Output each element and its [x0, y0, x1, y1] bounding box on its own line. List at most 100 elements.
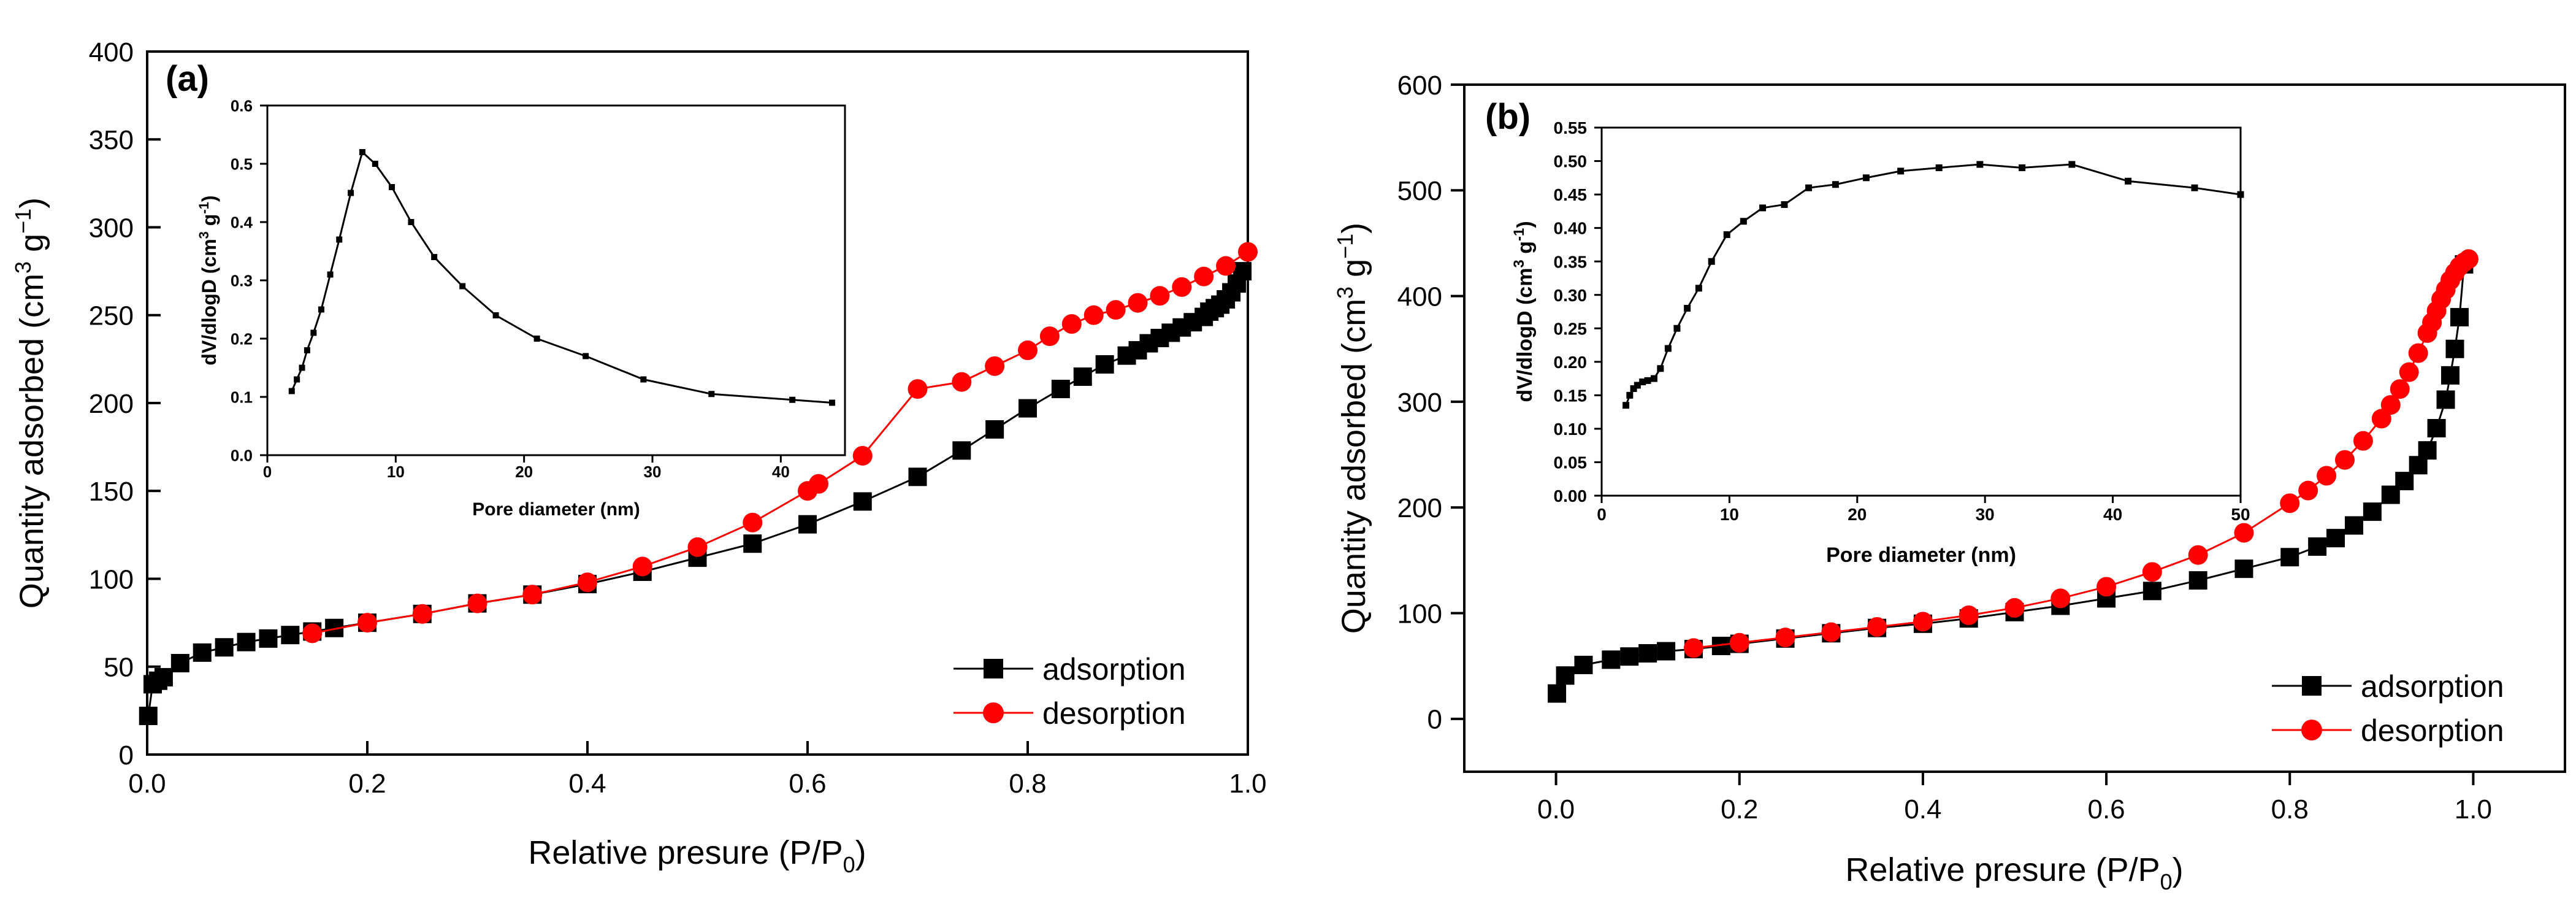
pore-distribution-point — [304, 347, 310, 353]
pore-distribution-point — [1805, 184, 1813, 191]
desorption-point — [908, 379, 928, 399]
desorption-point — [302, 623, 323, 644]
panel-b-legend: adsorption desorption — [2272, 669, 2504, 748]
panel-a-inset-series — [288, 149, 836, 406]
pore-distribution-point — [1673, 325, 1681, 332]
desorption-point — [2142, 562, 2162, 582]
panel-a-inset-frame — [266, 104, 846, 456]
panel-b-inset-y-tick-label: 0.35 — [1554, 252, 1588, 271]
pore-distribution-point — [1897, 167, 1905, 175]
desorption-point — [985, 356, 1005, 376]
desorption-point — [1238, 242, 1258, 262]
panel-a-y-tick-label: 350 — [89, 125, 134, 155]
adsorption-point — [2280, 548, 2299, 567]
adsorption-point — [170, 654, 189, 673]
desorption-point — [2096, 577, 2117, 597]
adsorption-point — [2234, 559, 2253, 578]
panel-b-y-tick-label: 500 — [1397, 176, 1442, 206]
panel-b-x-tick-label: 0.6 — [2087, 794, 2125, 824]
desorption-point — [1150, 286, 1170, 306]
pore-distribution-point — [299, 364, 305, 371]
panel-a-legend: adsorption desorption — [954, 652, 1186, 731]
panel-a-inset-y-tick-label: 0.6 — [231, 96, 253, 115]
panel-b-inset-y-tick-label: 0.50 — [1554, 152, 1588, 171]
desorption-point — [522, 585, 543, 605]
panel-a-inset-y-tick-label: 0.0 — [231, 446, 253, 464]
pore-distribution-point — [1723, 231, 1730, 239]
adsorption-point — [1638, 644, 1657, 663]
panel-b-y-tick-label: 100 — [1397, 599, 1442, 629]
legend-adsorption-marker — [984, 659, 1003, 678]
desorption-point — [2005, 598, 2025, 618]
adsorption-point — [259, 629, 278, 648]
desorption-point — [1018, 340, 1038, 361]
panel-b-x-tick-label: 0.2 — [1721, 794, 1758, 824]
pore-distribution-point — [294, 376, 300, 383]
panel-b-inset-y-tick-label: 0.30 — [1554, 286, 1588, 305]
panel-a-y-tick-label: 150 — [89, 477, 134, 507]
panel-a-x-tick-label: 0.0 — [128, 769, 166, 799]
panel-b-y-tick-label: 200 — [1397, 493, 1442, 523]
adsorption-point — [1657, 642, 1676, 661]
pore-distribution-point — [640, 376, 647, 383]
panel-b-inset-y-ticks: 0.00 0.05 0.10 0.15 0.20 0.25 0.30 0.35 0.40 0.45… — [1554, 118, 1602, 505]
pore-distribution-point — [829, 399, 836, 406]
pore-distribution-point — [318, 306, 324, 313]
panel-b-desorption-series — [1683, 249, 2479, 658]
panel-a-inset-x-ticks: 0 10 20 30 40 — [263, 455, 790, 481]
panel-a-y-ticks: 0 50 100 150 200 250 300 350 400 — [89, 37, 161, 770]
adsorption-point — [2363, 502, 2382, 521]
panel-a-desorption-series — [302, 242, 1258, 644]
panel-b-frame — [1463, 83, 2566, 773]
pore-distribution-point — [348, 190, 354, 196]
panel-a-y-tick-label: 100 — [89, 564, 134, 594]
panel-a-inset-y-tick-label: 0.1 — [231, 388, 253, 406]
desorption-point — [1216, 256, 1236, 276]
pore-distribution-point — [1626, 391, 1634, 399]
adsorption-point — [1233, 262, 1252, 281]
panel-a-inset-x-tick-label: 20 — [515, 463, 533, 481]
adsorption-point — [2445, 339, 2464, 358]
panel-b-inset-x-ticks: 0 10 20 30 40 50 — [1597, 496, 2250, 524]
desorption-point — [2280, 493, 2300, 513]
adsorption-point — [2436, 390, 2455, 409]
pore-distribution-point — [372, 161, 378, 167]
desorption-point — [578, 572, 597, 593]
pore-distribution-point — [789, 396, 796, 403]
desorption-point — [852, 445, 873, 466]
panel-a-inset-x-tick-label: 0 — [263, 463, 272, 481]
panel-a-inset-x-tick-label: 40 — [772, 463, 790, 481]
panel-b-inset-series — [1622, 161, 2244, 409]
desorption-point — [1194, 266, 1214, 286]
desorption-point — [1039, 326, 1060, 347]
pore-distribution-point — [1935, 164, 1943, 171]
panel-a-y-tick-label: 300 — [89, 213, 134, 243]
pore-distribution-point — [431, 254, 438, 260]
pore-distribution-point — [1634, 382, 1641, 389]
panel-b-inset-y-tick-label: 0.40 — [1554, 219, 1588, 238]
panel-a-y-tick-label: 400 — [89, 37, 134, 67]
adsorption-point — [908, 467, 927, 486]
adsorption-point — [743, 534, 762, 553]
pore-distribution-point — [1630, 385, 1637, 392]
panel-a-x-tick-label: 0.4 — [568, 769, 606, 799]
desorption-point — [412, 604, 432, 624]
desorption-point — [2335, 450, 2355, 470]
desorption-point — [952, 372, 972, 392]
pore-distribution-point — [2191, 184, 2198, 191]
panel-b-y-tick-label: 600 — [1397, 71, 1442, 101]
panel-b-x-tick-label: 0.0 — [1537, 794, 1575, 824]
panel-b-inset-x-tick-label: 40 — [2103, 505, 2122, 524]
adsorption-point — [281, 626, 300, 645]
adsorption-point — [2188, 571, 2207, 590]
panel-b-y-tick-label: 0 — [1428, 705, 1442, 735]
legend-adsorption-marker — [2302, 676, 2322, 696]
panel-b-inset-x-tick-label: 50 — [2231, 505, 2250, 524]
pore-distribution-point — [1781, 201, 1788, 208]
panel-b-inset-y-tick-label: 0.20 — [1554, 353, 1588, 372]
panel-a-inset-y-tick-label: 0.2 — [231, 329, 253, 348]
adsorption-point — [2418, 441, 2437, 460]
panel-b-x-tick-label: 0.4 — [1904, 794, 1941, 824]
panel-b-inset-y-tick-label: 0.25 — [1554, 319, 1588, 338]
panel-a-y-tick-label: 0 — [119, 740, 134, 770]
